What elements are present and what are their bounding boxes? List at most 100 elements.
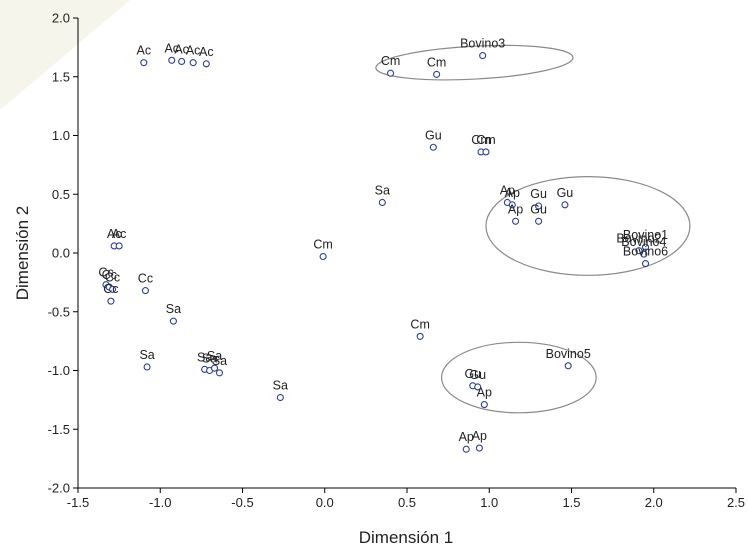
point-label: Ap — [500, 183, 515, 197]
point-label: Sa — [375, 183, 390, 197]
point-label: Ac — [137, 44, 152, 58]
x-tick-label: 2.0 — [645, 495, 663, 510]
point-label: Cc — [102, 268, 117, 282]
data-point — [640, 250, 648, 258]
x-tick-label: 2.5 — [727, 495, 745, 510]
point-label: Gu — [530, 202, 547, 216]
point-label: Ap — [505, 186, 520, 200]
y-tick-label: 0.5 — [52, 187, 70, 202]
point-label: Cm — [476, 133, 495, 147]
x-tick-label: -0.5 — [231, 495, 253, 510]
x-tick-label: -1.0 — [149, 495, 171, 510]
data-point — [202, 60, 210, 68]
point-label: Bovino1 — [623, 228, 668, 242]
y-tick-label: 1.5 — [52, 69, 70, 84]
point-label: Bovino5 — [546, 347, 591, 361]
point-label: Bovino3 — [460, 37, 505, 51]
cluster-ellipse — [485, 176, 691, 276]
data-point — [115, 242, 123, 250]
x-tick-label: 0.5 — [398, 495, 416, 510]
x-tick-label: -1.5 — [67, 495, 89, 510]
data-point — [189, 59, 197, 67]
data-point — [535, 217, 543, 225]
point-label: Cc — [105, 270, 120, 284]
point-label: Sa — [207, 349, 222, 363]
data-point — [641, 260, 650, 268]
point-label: Ap — [459, 430, 474, 444]
data-point — [429, 143, 437, 151]
data-point — [169, 317, 177, 325]
data-point — [482, 148, 490, 156]
data-point — [386, 69, 395, 77]
point-label: Ac — [186, 44, 201, 58]
data-point — [215, 369, 224, 377]
data-point — [107, 297, 115, 305]
data-point — [561, 201, 569, 209]
y-tick-label: 2.0 — [52, 11, 70, 26]
point-label: Cm — [410, 317, 429, 331]
data-point — [508, 201, 516, 209]
data-point — [416, 332, 424, 340]
point-label: Ac — [107, 227, 122, 241]
x-axis-title: Dimensión 1 — [359, 528, 454, 547]
y-tick-label: -0.5 — [48, 304, 70, 319]
point-label: Sa — [202, 352, 217, 366]
point-label: Sa — [166, 302, 181, 316]
point-label: Bovino4 — [621, 235, 666, 249]
data-point — [378, 198, 386, 207]
axes: -1.5 -1.0 -0.5 0.0 0.5 1.0 1.5 2.0 2.5-2.0-1.5-1… — [48, 11, 745, 511]
point-label: Sa — [273, 379, 288, 393]
x-tick-label: 1.5 — [562, 495, 580, 510]
point-label: Gu — [530, 187, 547, 201]
point-label: Cm — [427, 55, 446, 69]
point-label: Ac — [174, 42, 189, 56]
point-label: Ap — [472, 429, 487, 443]
point-label: Ap — [508, 202, 523, 216]
point-label: Cm — [381, 54, 400, 68]
y-tick-label: 1.0 — [52, 128, 70, 143]
point-label: Gu — [557, 186, 574, 200]
data-point — [535, 202, 543, 210]
data-point — [512, 217, 520, 225]
cluster-ellipse — [440, 341, 597, 414]
point-label: Sa — [197, 350, 212, 364]
point-label: Cc — [98, 266, 113, 280]
point-label: Cc — [103, 282, 118, 296]
ellipse-group — [375, 44, 691, 414]
point-label: Sa — [139, 348, 154, 362]
data-point — [564, 362, 572, 370]
y-tick-label: -1.0 — [48, 363, 70, 378]
point-label: Ac — [112, 227, 127, 241]
data-point — [479, 52, 487, 60]
point-label: Sa — [212, 354, 227, 368]
point-label: Bovino2 — [616, 232, 661, 246]
y-tick-label: 0.0 — [52, 246, 70, 261]
data-point — [475, 444, 483, 452]
data-point — [140, 59, 148, 67]
point-label: Cc — [138, 272, 153, 286]
data-point — [276, 393, 284, 402]
point-label: Bovino6 — [623, 245, 668, 259]
x-tick-label: 0.0 — [316, 495, 334, 510]
data-point — [143, 363, 151, 371]
point-label: Cm — [313, 238, 332, 252]
y-axis-title: Dimensión 2 — [13, 206, 32, 301]
data-point — [108, 285, 117, 293]
background-accent — [0, 0, 130, 110]
point-label: Ap — [477, 386, 492, 400]
cluster-ellipse — [375, 44, 574, 81]
point-label: Gu — [464, 367, 481, 381]
point-label: Cm — [471, 133, 490, 147]
data-point — [178, 57, 186, 66]
data-point — [433, 70, 441, 78]
data-point — [635, 247, 643, 255]
data-point — [480, 401, 488, 409]
data-point — [474, 383, 482, 391]
data-point — [462, 445, 470, 453]
data-point — [168, 56, 176, 64]
data-point — [319, 252, 327, 261]
x-tick-label: 1.0 — [480, 495, 498, 510]
data-point — [141, 287, 149, 295]
